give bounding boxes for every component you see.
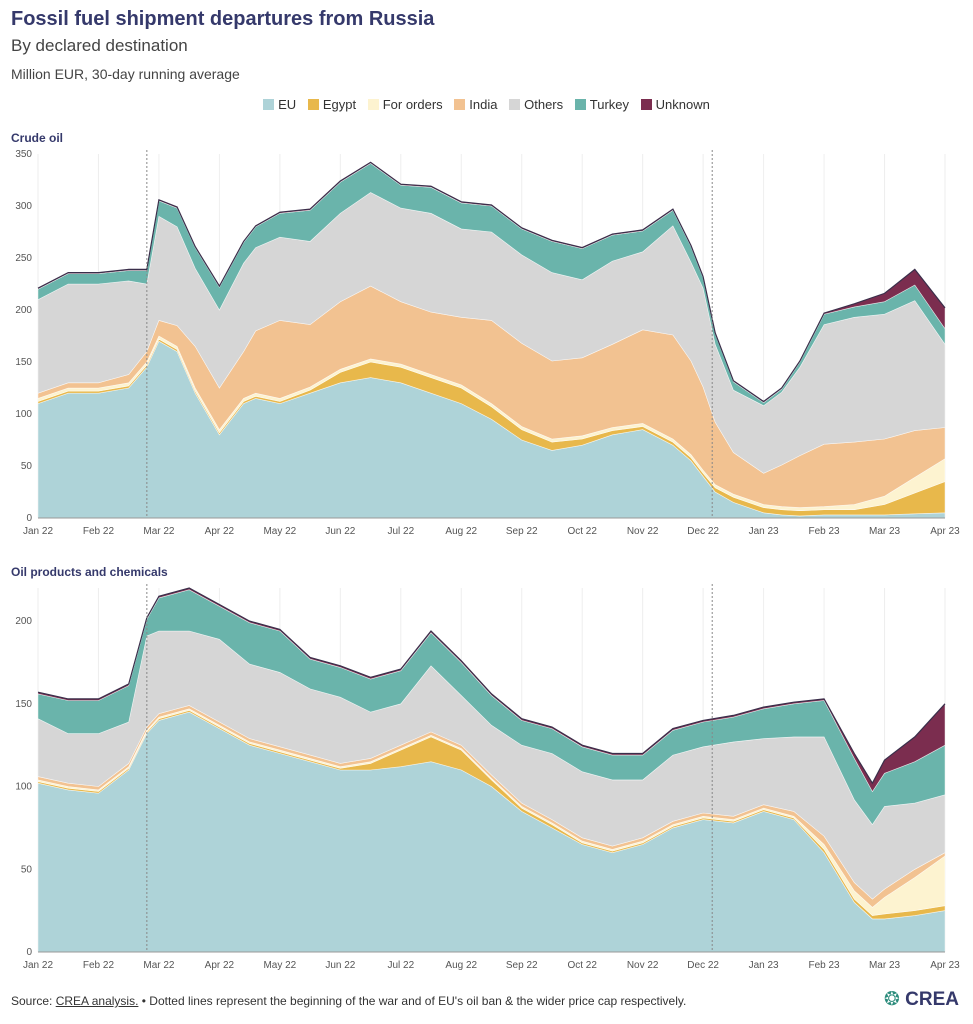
oil-products-panel-title: Oil products and chemicals xyxy=(11,565,168,579)
legend-item-india[interactable]: India xyxy=(454,97,498,112)
x-tick-label: Jan 22 xyxy=(23,960,53,971)
legend-swatch xyxy=(454,99,466,110)
legend-swatch xyxy=(509,99,521,110)
legend-item-egypt[interactable]: Egypt xyxy=(307,97,357,112)
x-tick-label: Oct 22 xyxy=(567,526,597,537)
y-tick-label: 100 xyxy=(15,409,32,420)
legend-swatch xyxy=(263,99,275,110)
y-tick-label: 0 xyxy=(26,513,32,524)
x-tick-label: Aug 22 xyxy=(445,960,477,971)
footer-note: • Dotted lines represent the beginning o… xyxy=(138,994,687,1008)
x-tick-label: Mar 22 xyxy=(143,526,175,537)
legend-label: For orders xyxy=(382,97,443,112)
y-tick-label: 150 xyxy=(15,699,32,710)
x-tick-label: Nov 22 xyxy=(627,526,659,537)
x-tick-label: Apr 23 xyxy=(930,526,960,537)
x-tick-label: Jul 22 xyxy=(387,526,414,537)
x-tick-label: Mar 23 xyxy=(869,526,901,537)
crude-oil-chart: Jan 22 Feb 22 Mar 22 Apr 22 May 22 Jun 22 Jul … xyxy=(15,149,960,537)
y-tick-label: 0 xyxy=(26,947,32,958)
chart-title: Fossil fuel shipment departures from Rus… xyxy=(11,8,435,30)
x-tick-label: Nov 22 xyxy=(627,960,659,971)
legend-item-unknown[interactable]: Unknown xyxy=(640,97,710,112)
legend-swatch xyxy=(574,99,586,110)
x-tick-label: Feb 23 xyxy=(808,960,840,971)
y-tick-label: 200 xyxy=(15,305,32,316)
legend-label: EU xyxy=(278,97,297,112)
legend-item-for-orders[interactable]: For orders xyxy=(367,97,443,112)
legend-swatch xyxy=(367,99,379,110)
x-tick-label: Apr 23 xyxy=(930,960,960,971)
x-tick-label: Mar 22 xyxy=(143,960,175,971)
x-tick-label: Jun 22 xyxy=(325,960,355,971)
y-tick-label: 150 xyxy=(15,357,32,368)
legend-label: Unknown xyxy=(655,97,710,112)
source-prefix: Source: xyxy=(11,994,56,1008)
y-tick-label: 100 xyxy=(15,782,32,793)
crea-logo-icon: ❂ xyxy=(883,989,900,1010)
y-tick-label: 300 xyxy=(15,201,32,212)
legend: EU Egypt For orders India Others Turkey … xyxy=(0,97,973,112)
x-tick-label: Dec 22 xyxy=(687,960,719,971)
x-tick-label: Jun 22 xyxy=(325,526,355,537)
crude-oil-panel-title: Crude oil xyxy=(11,131,64,145)
x-tick-label: Sep 22 xyxy=(506,526,538,537)
y-tick-label: 200 xyxy=(15,616,32,627)
x-tick-label: Feb 23 xyxy=(808,526,840,537)
total-outline xyxy=(37,587,946,785)
legend-item-turkey[interactable]: Turkey xyxy=(574,97,630,112)
x-tick-label: May 22 xyxy=(263,526,296,537)
legend-label: Others xyxy=(524,97,564,112)
x-tick-label: Jul 22 xyxy=(387,960,414,971)
units-label: Million EUR, 30-day running average xyxy=(11,66,240,82)
y-tick-label: 50 xyxy=(21,864,33,875)
x-tick-label: May 22 xyxy=(263,960,296,971)
legend-item-eu[interactable]: EU xyxy=(263,97,296,112)
x-tick-label: Dec 22 xyxy=(687,526,719,537)
legend-item-others[interactable]: Others xyxy=(509,97,563,112)
legend-swatch xyxy=(307,99,319,110)
x-tick-label: Jan 23 xyxy=(749,960,779,971)
x-tick-label: Apr 22 xyxy=(205,960,235,971)
x-tick-label: Jan 23 xyxy=(749,526,779,537)
y-tick-label: 50 xyxy=(21,461,33,472)
x-tick-label: Feb 22 xyxy=(83,960,115,971)
total-outline xyxy=(37,161,946,403)
source-link[interactable]: CREA analysis. xyxy=(55,994,139,1008)
x-tick-label: Aug 22 xyxy=(445,526,477,537)
oil-products-chart: Jan 22 Feb 22 Mar 22 Apr 22 May 22 Jun 22 Jul … xyxy=(15,584,960,971)
legend-label: Turkey xyxy=(589,97,630,112)
legend-swatch xyxy=(640,99,652,110)
legend-label: Egypt xyxy=(322,97,357,112)
crea-logo: ❂ CREA xyxy=(884,988,959,1011)
source-footer: Source: CREA analysis. • Dotted lines re… xyxy=(11,994,686,1008)
x-tick-label: Jan 22 xyxy=(23,526,53,537)
chart-subtitle: By declared destination xyxy=(11,36,188,55)
y-tick-label: 350 xyxy=(15,149,32,160)
x-tick-label: Mar 23 xyxy=(869,960,901,971)
legend-label: India xyxy=(469,97,498,112)
y-tick-label: 250 xyxy=(15,253,32,264)
crea-logo-text: CREA xyxy=(905,989,959,1010)
x-tick-label: Sep 22 xyxy=(506,960,538,971)
x-tick-label: Oct 22 xyxy=(567,960,597,971)
x-tick-label: Feb 22 xyxy=(83,526,115,537)
x-tick-label: Apr 22 xyxy=(205,526,235,537)
